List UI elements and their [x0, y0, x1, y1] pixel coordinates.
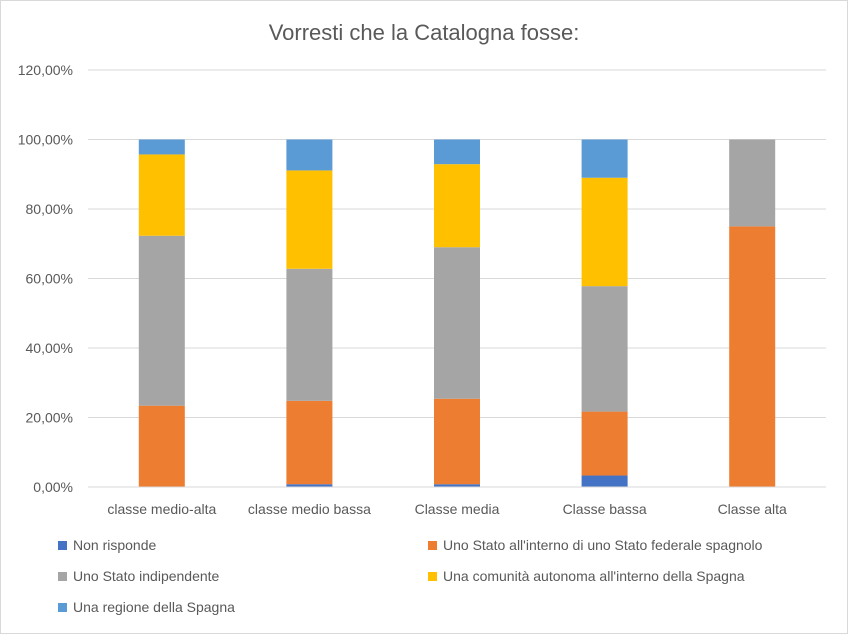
legend-item: Una regione della Spagna	[58, 599, 235, 615]
bar-segment	[434, 139, 480, 165]
legend-swatch	[58, 572, 67, 581]
legend-swatch	[428, 572, 437, 581]
x-tick-label: Classe alta	[718, 501, 787, 517]
legend-label: Uno Stato indipendente	[73, 568, 220, 584]
legend-swatch	[58, 541, 67, 550]
bars	[138, 139, 776, 487]
bar-segment	[138, 235, 185, 406]
legend-swatch	[58, 603, 67, 612]
legend-label: Uno Stato all'interno di uno Stato feder…	[443, 537, 763, 553]
bar-segment	[138, 139, 185, 155]
bar-segment	[434, 164, 480, 248]
bar-stack	[581, 139, 628, 487]
bar-segment	[729, 226, 776, 487]
x-tick-label: classe medio-alta	[107, 501, 216, 517]
bar-segment	[581, 411, 628, 476]
y-tick-label: 20,00%	[26, 410, 73, 426]
bar-segment	[729, 139, 776, 227]
bar-stack	[138, 139, 185, 487]
x-tick-label: Classe media	[415, 501, 500, 517]
y-tick-label: 40,00%	[26, 340, 73, 356]
bar-segment	[434, 484, 480, 487]
bar-segment	[286, 400, 333, 485]
bar-stack	[286, 139, 333, 487]
y-tick-label: 120,00%	[18, 62, 73, 78]
bar-segment	[434, 247, 480, 399]
bar-segment	[581, 139, 628, 178]
legend: Non risponde Uno Stato all'interno di uno…	[58, 537, 763, 615]
legend-item: Uno Stato all'interno di uno Stato feder…	[428, 537, 763, 553]
x-axis-labels: classe medio-alta classe medio bassa Class…	[107, 501, 787, 517]
legend-label: Una comunità autonoma all'interno della …	[443, 568, 745, 584]
x-tick-label: classe medio bassa	[248, 501, 371, 517]
bar-segment	[581, 177, 628, 287]
bar-segment	[286, 139, 333, 171]
chart-title: Vorresti che la Catalogna fosse:	[269, 20, 580, 45]
bar-segment	[286, 484, 333, 487]
legend-label: Non risponde	[73, 537, 156, 553]
bar-segment	[434, 398, 480, 485]
y-tick-label: 80,00%	[26, 201, 73, 217]
bar-segment	[138, 154, 185, 236]
y-tick-label: 100,00%	[18, 132, 73, 148]
bar-segment	[581, 286, 628, 412]
bar-stack	[729, 139, 776, 487]
y-axis-ticks: 0,00% 20,00% 40,00% 60,00% 80,00% 100,00% 120,…	[18, 62, 73, 495]
legend-item: Una comunità autonoma all'interno della …	[428, 568, 745, 584]
legend-item: Non risponde	[58, 537, 156, 553]
y-tick-label: 60,00%	[26, 271, 73, 287]
bar-segment	[286, 170, 333, 269]
bar-segment	[138, 405, 185, 487]
y-tick-label: 0,00%	[33, 479, 73, 495]
bar-stack	[434, 139, 480, 487]
bar-segment	[581, 475, 628, 487]
x-tick-label: Classe bassa	[563, 501, 647, 517]
legend-swatch	[428, 541, 437, 550]
legend-label: Una regione della Spagna	[73, 599, 235, 615]
legend-item: Uno Stato indipendente	[58, 568, 220, 584]
bar-segment	[286, 268, 333, 401]
